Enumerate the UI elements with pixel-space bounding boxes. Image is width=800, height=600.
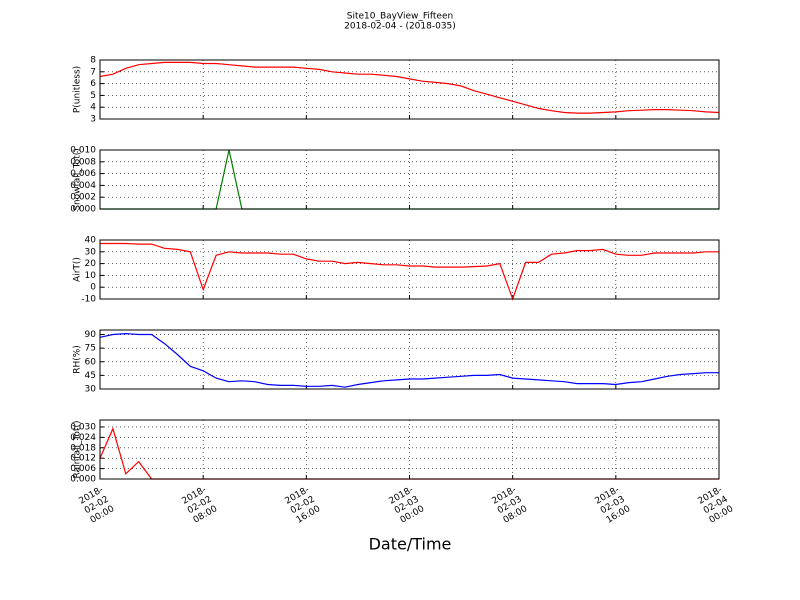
y-tick-label: 0.012 xyxy=(70,454,96,464)
y-tick-label: 0.010 xyxy=(70,146,96,156)
y-axis-label: Rainfall_Tot() xyxy=(73,421,83,479)
y-axis-label: P(unitless) xyxy=(73,66,83,113)
y-tick-label: 10 xyxy=(85,271,97,281)
y-tick-label: 6 xyxy=(90,79,96,89)
data-line xyxy=(99,332,719,388)
y-tick-label: 0.030 xyxy=(70,422,96,432)
y-tick-label: 0.008 xyxy=(70,157,96,167)
y-tick-label: 4 xyxy=(90,103,96,113)
y-tick-label: 40 xyxy=(85,236,97,246)
y-axis-label: Snowfall_Tot() xyxy=(73,148,83,211)
y-tick-label: 20 xyxy=(85,259,97,269)
y-tick-label: 0.006 xyxy=(70,169,96,179)
y-tick-label: 0.000 xyxy=(70,205,96,215)
y-tick-label: 60 xyxy=(85,357,97,367)
y-tick-label: 0.024 xyxy=(70,433,96,443)
y-tick-label: 30 xyxy=(85,385,97,395)
y-axis-label: AirT() xyxy=(73,257,83,282)
y-tick-label: 45 xyxy=(85,371,96,381)
y-tick-label: 75 xyxy=(85,344,96,354)
y-tick-label: 0.006 xyxy=(70,464,96,474)
y-tick-label: 90 xyxy=(85,330,97,340)
y-tick-label: 3 xyxy=(90,115,96,125)
plot-frame xyxy=(99,419,720,480)
plot-frame xyxy=(99,239,720,300)
plot-frame xyxy=(99,329,720,390)
y-tick-label: 30 xyxy=(85,247,97,257)
y-axis-label: RH(%) xyxy=(73,345,83,374)
y-tick-label: 8 xyxy=(90,56,96,66)
figure-subtitle: 2018-02-04 - (2018-035) xyxy=(344,22,456,32)
data-line xyxy=(99,61,720,114)
y-tick-label: 0.000 xyxy=(70,475,96,485)
plot-frame xyxy=(99,149,720,210)
y-tick-label: -10 xyxy=(81,295,96,305)
y-tick-label: 0.004 xyxy=(70,181,96,191)
y-tick-label: 7 xyxy=(90,67,96,77)
y-tick-label: 5 xyxy=(90,91,96,101)
figure-title: Site10_BayView_Fifteen xyxy=(347,12,453,22)
x-axis-label: Date/Time xyxy=(369,535,452,554)
plot-frame xyxy=(99,59,720,120)
data-line xyxy=(100,242,719,301)
y-tick-label: 0.018 xyxy=(70,443,96,453)
y-tick-label: 0.002 xyxy=(70,193,96,203)
y-tick-label: 0 xyxy=(90,283,96,293)
